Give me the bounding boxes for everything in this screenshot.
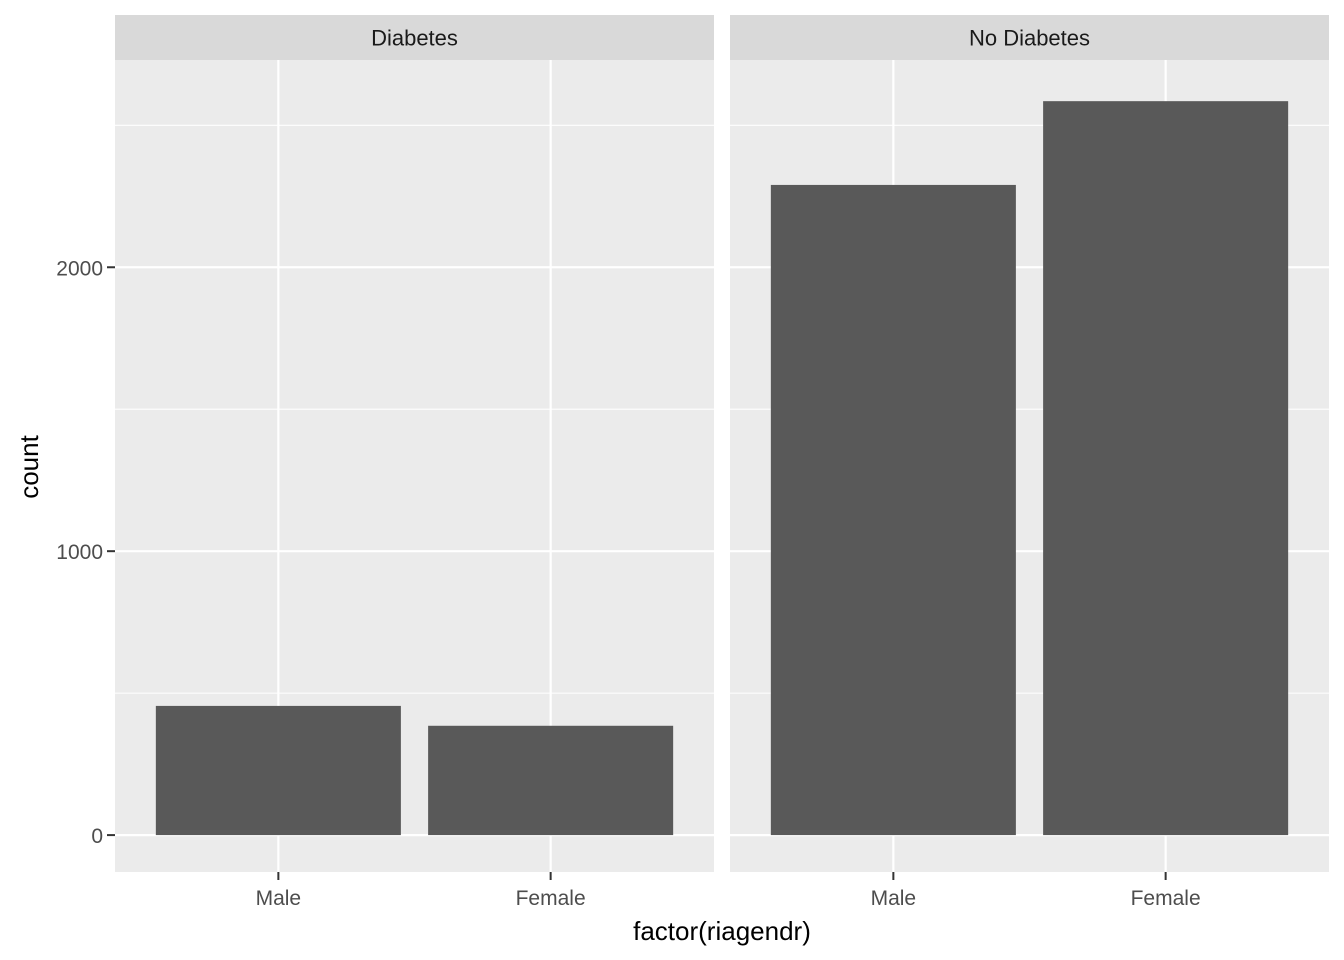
facet-panel: Diabetes Male Female xyxy=(115,15,714,910)
bar xyxy=(770,184,1016,836)
facet-panel: No Diabetes Male Female xyxy=(730,15,1329,910)
y-axis-title: count xyxy=(14,434,44,498)
y-axis: 0 1000 2000 xyxy=(56,257,115,848)
facet-panels: Diabetes Male Female No Diabetes Male Female xyxy=(115,15,1329,910)
bar xyxy=(428,725,674,836)
x-tick-label: Male xyxy=(871,887,917,910)
y-tick-label: 1000 xyxy=(56,541,103,564)
x-axis-title: factor(riagendr) xyxy=(633,916,811,946)
facet-strip-label: Diabetes xyxy=(371,26,458,51)
facet-strip xyxy=(730,15,1329,60)
y-tick-label: 0 xyxy=(91,825,103,848)
x-tick-label: Female xyxy=(516,887,586,910)
y-tick-label: 2000 xyxy=(56,257,103,280)
bar xyxy=(1043,101,1289,836)
bar xyxy=(155,705,401,836)
x-tick-label: Male xyxy=(256,887,302,910)
x-tick-label: Female xyxy=(1131,887,1201,910)
facet-strip xyxy=(115,15,714,60)
facet-strip-label: No Diabetes xyxy=(969,26,1090,51)
